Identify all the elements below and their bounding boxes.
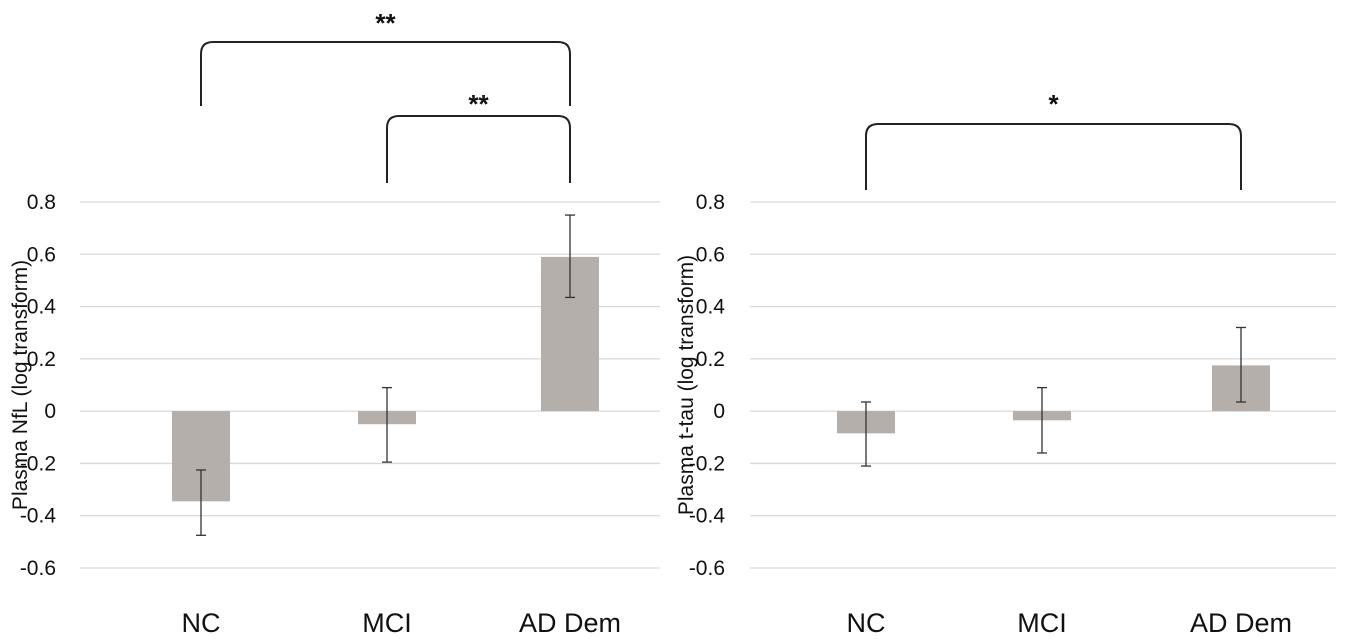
t-tau-chart-panel: 0.8 0.6 0.4 0.2 0 -0.2 -0.4 -0.6 Plasma t-tau (l… — [675, 89, 1336, 638]
t-tau-category-label-mci: MCI — [1017, 608, 1067, 638]
nfl-error-bar-mci — [382, 386, 392, 463]
nfl-significance-bracket — [386, 115, 571, 183]
nfl-y-tick-label: 0.8 — [27, 191, 56, 214]
t-tau-y-tick-label: -0.2 — [689, 452, 725, 475]
t-tau-error-bar-nc — [861, 401, 871, 467]
nfl-error-bar-nc — [196, 469, 206, 536]
nfl-category-label-ad-dem: AD Dem — [519, 608, 621, 638]
nfl-y-tick-label: -0.4 — [20, 505, 57, 528]
t-tau-category-label-ad-dem: AD Dem — [1190, 608, 1292, 638]
nfl-significance-label: ** — [468, 89, 489, 119]
t-tau-y-tick-label: -0.4 — [689, 505, 726, 528]
t-tau-y-tick-label: 0.8 — [696, 191, 725, 214]
t-tau-significance-label: * — [1048, 89, 1059, 119]
nfl-y-tick-label: -0.2 — [20, 452, 56, 475]
nfl-error-bar-ad-dem — [565, 214, 575, 299]
nfl-y-axis-title: Plasma NfL (log transform) — [9, 260, 32, 510]
nfl-significance-label: ** — [375, 8, 396, 38]
t-tau-category-label-nc: NC — [847, 608, 886, 638]
t-tau-y-tick-label: -0.6 — [689, 557, 725, 580]
t-tau-y-tick-label: 0 — [713, 400, 725, 423]
nfl-category-label-nc: NC — [182, 608, 221, 638]
nfl-category-label-mci: MCI — [362, 608, 412, 638]
nfl-y-tick-label: 0.4 — [27, 296, 57, 319]
nfl-significance-bracket — [200, 41, 571, 106]
t-tau-y-tick-label: 0.6 — [696, 243, 725, 266]
t-tau-y-axis-title: Plasma t-tau (log transform) — [675, 255, 698, 515]
nfl-y-tick-label: 0.2 — [27, 348, 56, 371]
t-tau-error-bar-mci — [1037, 386, 1047, 454]
nfl-y-tick-label: -0.6 — [20, 557, 56, 580]
nfl-y-tick-label: 0 — [44, 400, 56, 423]
nfl-y-tick-label: 0.6 — [27, 243, 56, 266]
t-tau-y-tick-label: 0.4 — [696, 296, 726, 319]
t-tau-significance-bracket — [865, 123, 1242, 190]
t-tau-y-tick-label: 0.2 — [696, 348, 725, 371]
t-tau-error-bar-ad-dem — [1236, 326, 1246, 403]
nfl-chart-panel: 0.8 0.6 0.4 0.2 0 -0.2 -0.4 -0.6 Plasma NfL (log… — [9, 8, 660, 638]
